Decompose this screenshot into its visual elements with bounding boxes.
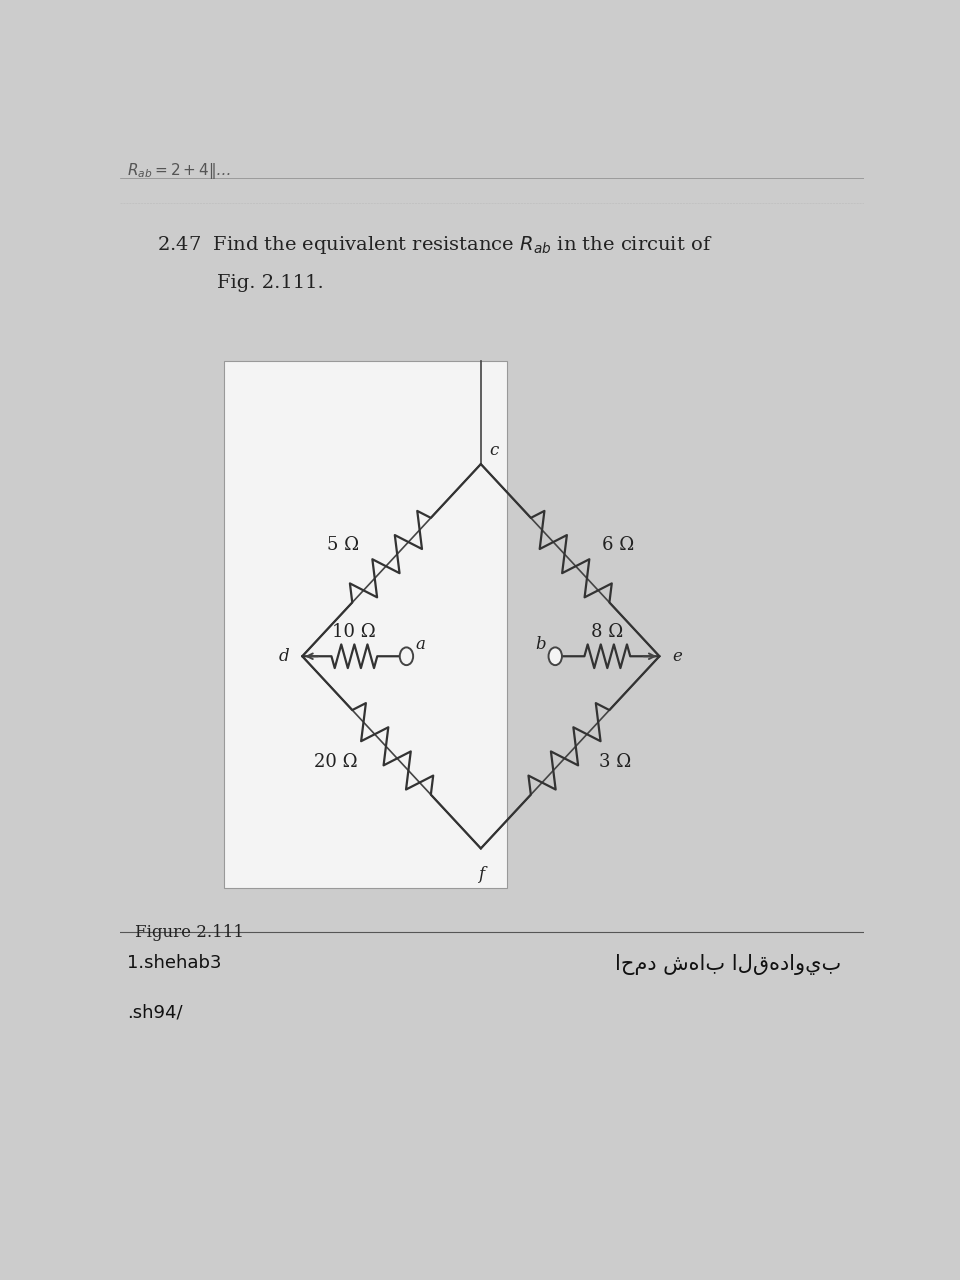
Text: Figure 2.111: Figure 2.111 <box>134 924 244 941</box>
Circle shape <box>399 648 413 666</box>
Bar <box>225 361 507 888</box>
Text: 1.shehab3: 1.shehab3 <box>128 954 222 972</box>
Text: 10 Ω: 10 Ω <box>332 622 376 640</box>
Text: 20 Ω: 20 Ω <box>314 753 357 772</box>
Text: 8 Ω: 8 Ω <box>591 622 623 640</box>
Text: .sh94/: .sh94/ <box>128 1004 183 1021</box>
Text: d: d <box>278 648 289 664</box>
Circle shape <box>548 648 562 666</box>
Text: 6 Ω: 6 Ω <box>602 536 635 554</box>
Text: 5 Ω: 5 Ω <box>327 536 359 554</box>
Text: 3 Ω: 3 Ω <box>599 753 631 772</box>
Text: 2.47  Find the equivalent resistance $R_{ab}$ in the circuit of: 2.47 Find the equivalent resistance $R_{… <box>157 234 712 256</box>
Text: a: a <box>416 636 425 653</box>
Text: c: c <box>490 442 499 460</box>
Text: Fig. 2.111.: Fig. 2.111. <box>217 274 324 292</box>
Text: b: b <box>536 636 546 653</box>
Text: e: e <box>673 648 683 664</box>
Text: f: f <box>478 867 484 883</box>
Text: $R_{ab} = 2 + 4\|$...: $R_{ab} = 2 + 4\|$... <box>128 161 231 182</box>
Text: احمد شهاب القهداويب: احمد شهاب القهداويب <box>615 954 842 975</box>
